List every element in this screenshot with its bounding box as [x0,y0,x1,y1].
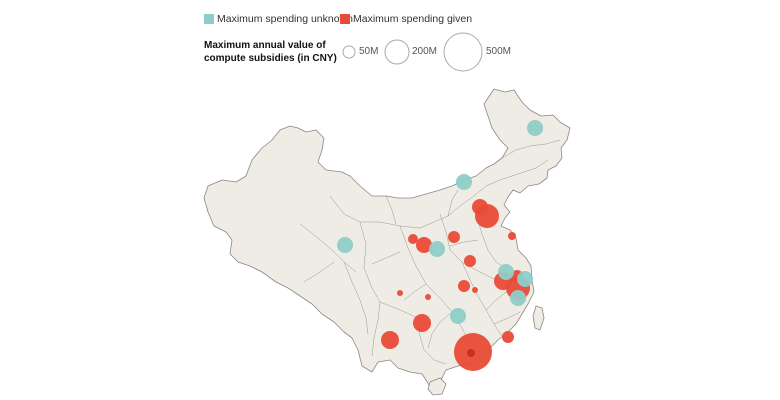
bubble-given [381,331,399,349]
bubble-unknown [450,308,466,324]
bubble-given [502,331,514,343]
bubble-given [416,237,432,253]
bubble-unknown [527,120,543,136]
bubble-unknown [337,237,353,253]
city-bubbles [337,120,543,371]
size-legend-label-500m: 500M [486,46,512,57]
size-legend-title: Maximum annual value of compute subsidie… [204,40,337,64]
bubble-given [508,232,516,240]
bubble-unknown [517,271,533,287]
legend-swatch-unknown [204,14,214,24]
size-legend-label-50m: 50M [359,46,379,57]
bubble-given [472,287,478,293]
bubble-given [464,255,476,267]
legend-label-given: Maximum spending given [353,13,473,25]
bubble-unknown [498,264,514,280]
bubble-unknown [510,290,526,306]
bubble-given [397,290,403,296]
bubble-given [458,280,470,292]
bubble-unknown [429,241,445,257]
bubble-given [467,349,475,357]
size-legend-label-200m: 200M [412,46,438,57]
bubble-given [472,199,488,215]
legend-given: Maximum spending given [340,13,472,25]
bubble-given [408,234,418,244]
bubble-given [413,314,431,332]
hainan [427,377,447,396]
legend-label-unknown: Maximum spending unknown [217,13,353,25]
size-legend-circle-50m [342,45,356,59]
size-legend-circle-500m [443,32,483,72]
bubble-given [425,294,431,300]
bubble-given [448,231,460,243]
china-landmass [203,88,571,391]
province-borders [299,139,561,365]
taiwan [532,305,545,331]
bubble-unknown [456,174,472,190]
size-legend-circle-200m [384,39,410,65]
legend-swatch-given [340,14,350,24]
legend-unknown: Maximum spending unknown [204,13,353,25]
